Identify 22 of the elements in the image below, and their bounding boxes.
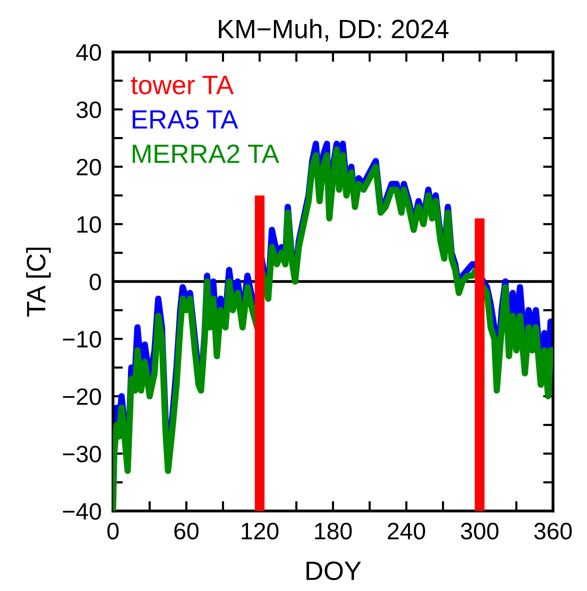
y-axis-title: TA [C] <box>26 248 51 317</box>
y-tick-label: 20 <box>76 158 101 176</box>
x-tick-label: 360 <box>534 522 572 540</box>
y-tick-label: 10 <box>77 216 101 233</box>
text: tower TA <box>131 76 234 94</box>
y-tick-label: −40 <box>63 503 101 520</box>
y-tick-label: 40 <box>76 44 101 61</box>
y-tick-label: −10 <box>63 330 101 348</box>
chart-title: KM−Muh, DD: 2024 <box>218 18 448 42</box>
x-axis-title: DOY <box>306 561 362 580</box>
x-tick-label: 60 <box>174 522 199 540</box>
y-tick-label: −30 <box>63 446 101 462</box>
x-tick-label: 300 <box>460 522 498 540</box>
y-tick-label: 0 <box>90 274 101 290</box>
series-label: MERRA2 TA <box>132 144 280 163</box>
text: ERA5 TA <box>132 110 238 129</box>
x-tick-label: 240 <box>388 522 426 540</box>
x-tick-label: 0 <box>107 522 119 540</box>
y-tick-label: 30 <box>76 101 101 118</box>
x-tick-label: 180 <box>315 522 352 540</box>
x-tick-label: 120 <box>242 522 278 540</box>
y-tick-label: −20 <box>63 388 101 406</box>
